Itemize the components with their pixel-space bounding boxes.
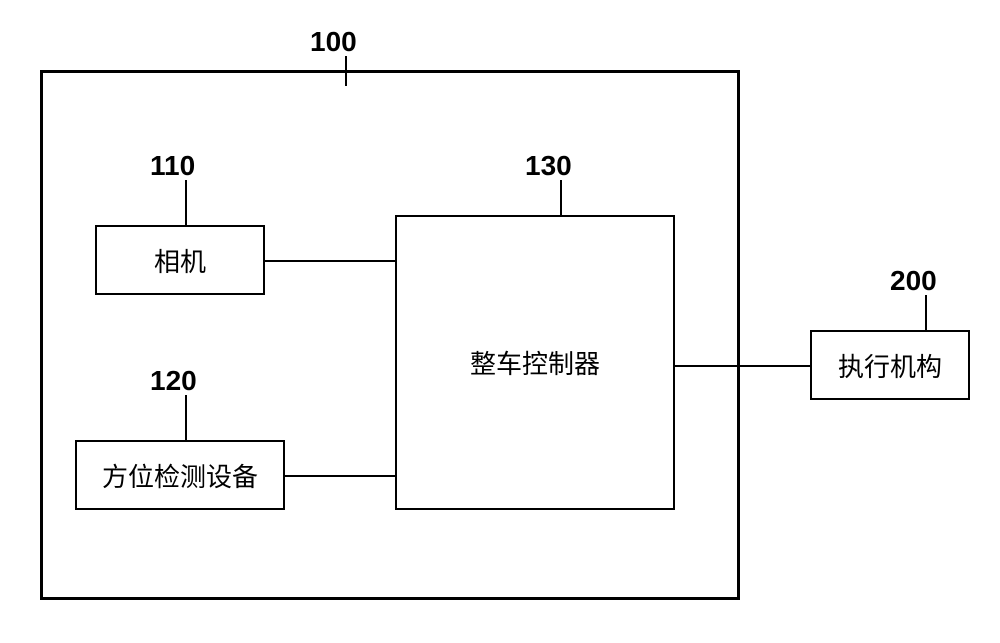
container-100-ref: 100 bbox=[310, 26, 357, 58]
block-camera: 相机 bbox=[95, 225, 265, 295]
container-100-leader bbox=[345, 56, 347, 86]
block-vcu: 整车控制器 bbox=[395, 215, 675, 510]
block-vcu-text: 整车控制器 bbox=[470, 344, 600, 381]
diagram-stage: 100 相机 110 方位检测设备 120 整车控制器 130 执行机构 200 bbox=[0, 0, 1000, 643]
block-orientation-leader bbox=[185, 395, 187, 440]
block-actuator-ref: 200 bbox=[890, 265, 937, 297]
block-orientation-text: 方位检测设备 bbox=[102, 457, 258, 494]
block-vcu-leader bbox=[560, 180, 562, 215]
block-actuator-text: 执行机构 bbox=[838, 347, 942, 384]
block-vcu-ref: 130 bbox=[525, 150, 572, 182]
block-camera-text: 相机 bbox=[154, 242, 206, 279]
block-orientation: 方位检测设备 bbox=[75, 440, 285, 510]
connector-vcu-actuator bbox=[675, 365, 810, 367]
block-camera-leader bbox=[185, 180, 187, 225]
connector-orientation-vcu bbox=[285, 475, 395, 477]
block-actuator: 执行机构 bbox=[810, 330, 970, 400]
connector-camera-vcu bbox=[265, 260, 395, 262]
block-camera-ref: 110 bbox=[150, 150, 195, 182]
block-actuator-leader bbox=[925, 295, 927, 330]
block-orientation-ref: 120 bbox=[150, 365, 197, 397]
